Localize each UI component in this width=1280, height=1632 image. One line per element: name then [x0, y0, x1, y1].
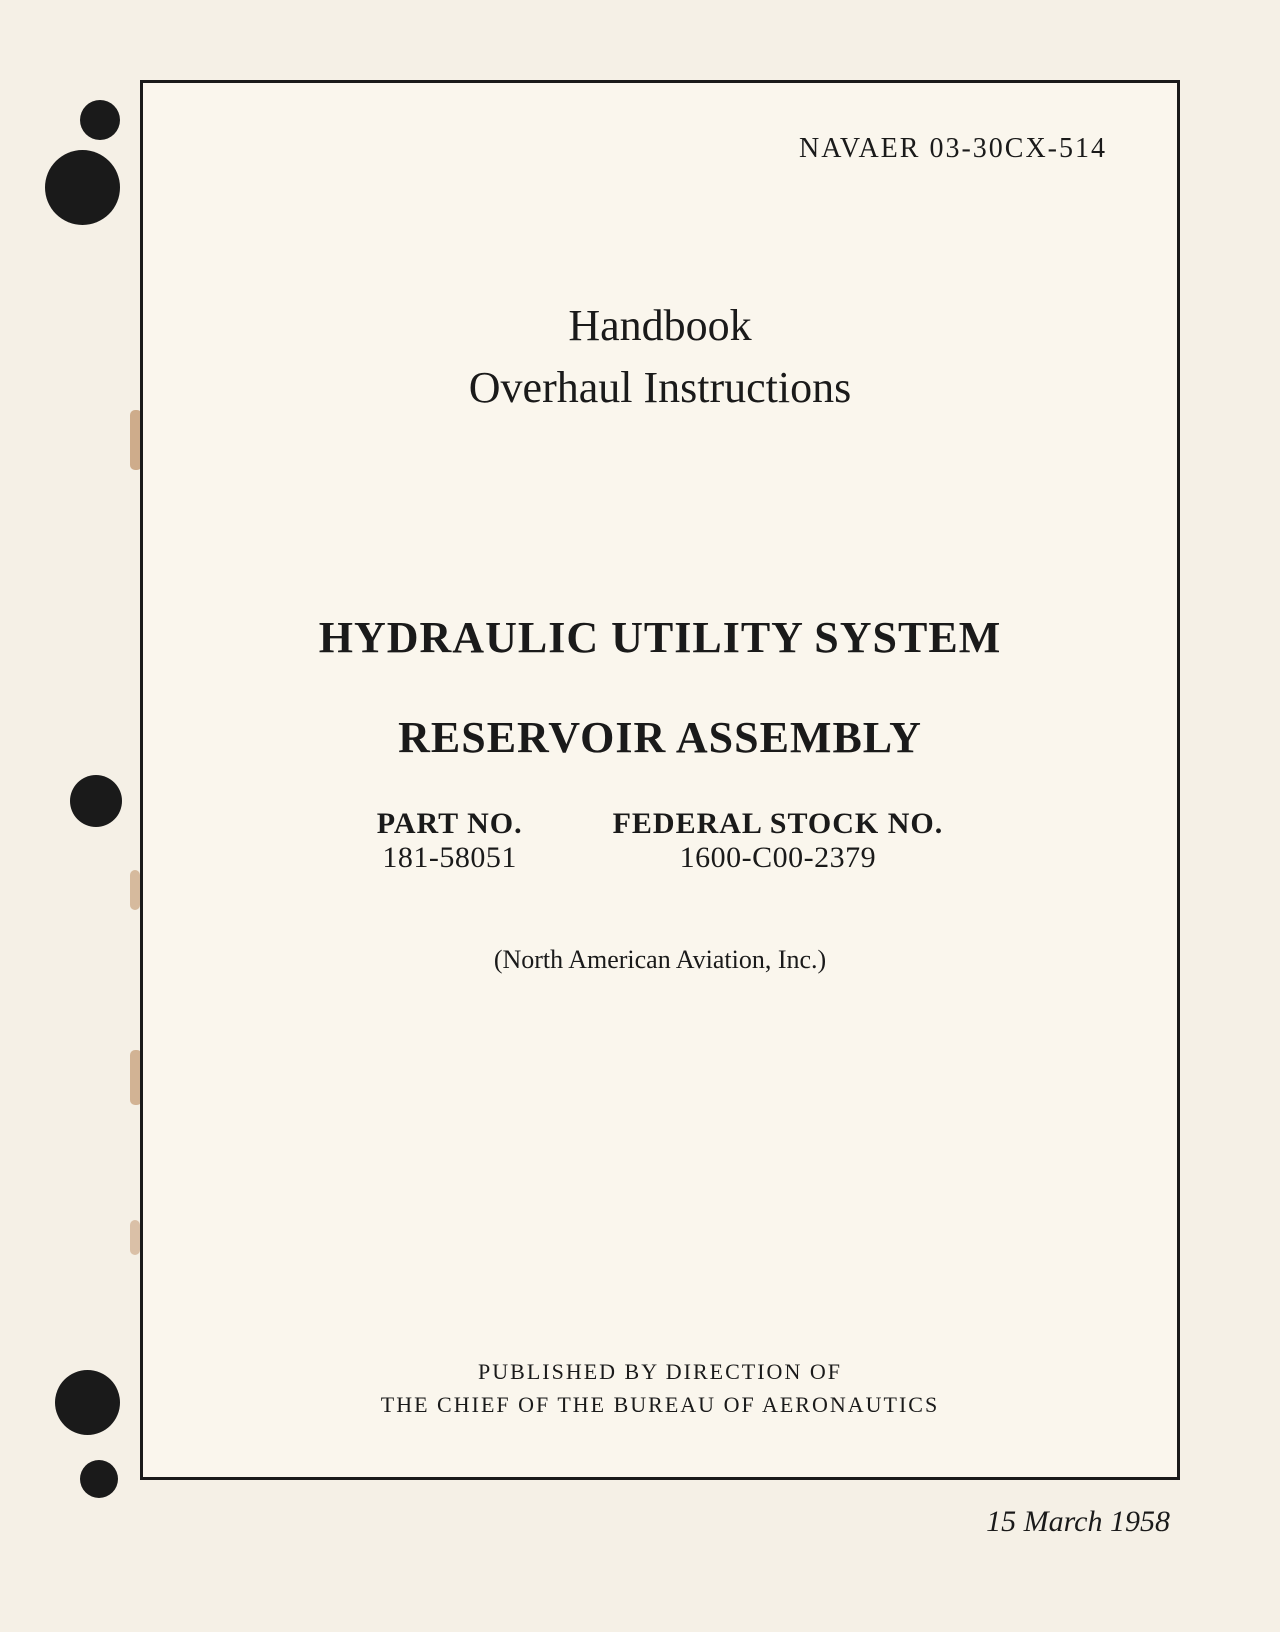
page-container: NAVAER 03-30CX-514 Handbook Overhaul Ins…	[0, 0, 1280, 1632]
publisher-line2: THE CHIEF OF THE BUREAU OF AERONAUTICS	[213, 1388, 1107, 1421]
handbook-title-block: Handbook Overhaul Instructions	[213, 295, 1107, 418]
federal-stock-column: FEDERAL STOCK NO. 1600-C00-2379	[613, 807, 944, 875]
company-name: (North American Aviation, Inc.)	[213, 945, 1107, 975]
punch-hole-icon	[55, 1370, 120, 1435]
main-title-line1: HYDRAULIC UTILITY SYSTEM	[213, 608, 1107, 667]
part-number-column: PART NO. 181-58051	[377, 807, 523, 875]
document-frame: NAVAER 03-30CX-514 Handbook Overhaul Ins…	[140, 80, 1180, 1480]
handbook-title-line2: Overhaul Instructions	[213, 357, 1107, 419]
federal-stock-label: FEDERAL STOCK NO.	[613, 807, 944, 841]
stain-mark-icon	[130, 1220, 140, 1255]
part-info-row: PART NO. 181-58051 FEDERAL STOCK NO. 160…	[213, 807, 1107, 875]
publisher-line1: PUBLISHED BY DIRECTION OF	[213, 1355, 1107, 1388]
document-date: 15 March 1958	[140, 1505, 1180, 1539]
publisher-block: PUBLISHED BY DIRECTION OF THE CHIEF OF T…	[213, 1355, 1107, 1421]
punch-hole-icon	[80, 1460, 118, 1498]
part-number-value: 181-58051	[377, 841, 523, 875]
stain-mark-icon	[130, 870, 140, 910]
federal-stock-value: 1600-C00-2379	[613, 841, 944, 875]
punch-hole-icon	[80, 100, 120, 140]
punch-hole-icon	[45, 150, 120, 225]
main-title-block: HYDRAULIC UTILITY SYSTEM RESERVOIR ASSEM…	[213, 608, 1107, 767]
document-number: NAVAER 03-30CX-514	[213, 133, 1107, 165]
main-title-line2: RESERVOIR ASSEMBLY	[213, 708, 1107, 767]
handbook-title-line1: Handbook	[213, 295, 1107, 357]
punch-hole-icon	[70, 775, 122, 827]
part-number-label: PART NO.	[377, 807, 523, 841]
